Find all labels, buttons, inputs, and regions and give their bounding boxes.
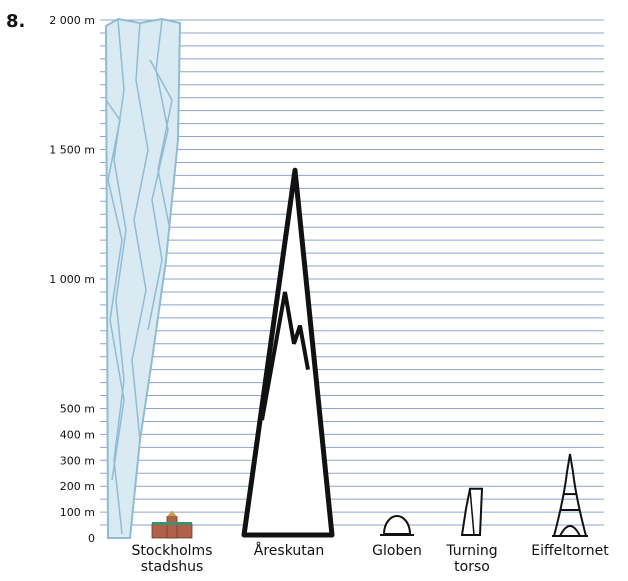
category-label: Globen [372,543,422,559]
problem-number: 8. [6,11,25,32]
y-tick-label: 1 500 m [49,144,95,157]
ice-crack [105,99,125,481]
mountain-ridge [260,291,310,421]
city-hall-icon [151,510,193,539]
city-hall-roof [152,522,192,525]
height-objects [151,167,588,539]
city-hall-tower [166,516,178,539]
category-label-line: stadshus [141,559,204,575]
dome-outline [382,515,412,535]
twisted-tower-icon [460,487,484,536]
category-label: Turning torso [445,543,497,575]
eiffel-legs [553,453,587,537]
y-tick-label: 400 m [60,428,95,441]
y-tick-label: 100 m [60,506,95,519]
y-tick-label: 1 000 m [49,273,95,286]
dome-icon [380,515,414,536]
ice-column-icon [104,17,182,539]
eiffel-arch [559,525,581,537]
y-axis-tick-labels: 0 100 m 200 m 300 m 400 m 500 m 1 000 m 1 500 m… [49,14,95,545]
category-label: Stockholms stadshus [131,543,212,575]
y-tick-label: 2 000 m [49,14,95,27]
y-tick-label: 500 m [60,403,95,416]
category-label-line: Globen [372,543,422,559]
y-tick-label: 200 m [60,480,95,493]
category-label-line: Turning [445,543,497,559]
ice-crack [147,19,169,331]
eiffel-tower-icon [552,453,588,537]
gridlines [100,19,604,526]
y-tick-label: 300 m [60,454,95,467]
mountain-outline [241,167,335,538]
city-hall-spire [167,510,177,517]
category-label: Åreskutan [254,542,324,559]
category-label-line: torso [454,559,490,575]
ice-crack [149,59,173,231]
category-label-line: Eiffeltornet [531,543,609,559]
mountain-icon [241,167,335,538]
ice-crack [113,19,127,535]
category-label: Eiffeltornet [531,543,609,559]
tower-twist [469,488,475,536]
category-label-line: Stockholms [131,543,212,559]
category-labels: Stockholms stadshus Åreskutan Globen Turning… [131,542,609,575]
ice-crack [131,21,149,441]
category-label-line: Åreskutan [254,542,324,559]
y-tick-label: 0 [88,532,95,545]
